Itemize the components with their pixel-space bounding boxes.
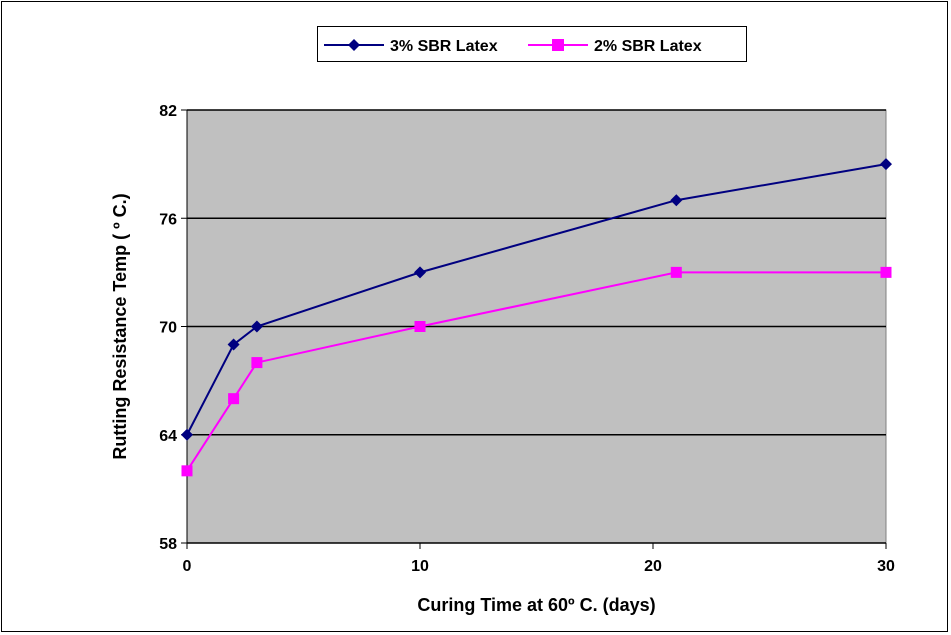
x-tick-label: 0 — [183, 558, 192, 575]
data-point-series-1 — [670, 194, 683, 207]
data-point-series-2 — [880, 266, 892, 278]
legend-marker-series-1 — [348, 39, 360, 51]
series-line-2 — [186, 271, 886, 472]
series-layer — [181, 158, 892, 477]
x-axis-title: Curing Time at 60º C. (days) — [417, 595, 655, 615]
data-point-series-2 — [670, 266, 682, 278]
legend-marker-series-2 — [552, 39, 564, 51]
data-point-series-2 — [414, 321, 426, 332]
data-point-series-1 — [181, 428, 193, 441]
x-tick-label: 30 — [877, 558, 895, 575]
x-tick-label: 10 — [411, 558, 429, 575]
y-tick-label: 64 — [159, 428, 177, 445]
series-line-1 — [186, 163, 887, 436]
data-point-series-1 — [880, 158, 892, 171]
y-tick-label: 76 — [159, 211, 177, 228]
legend-label-series-2: 2% SBR Latex — [594, 38, 702, 55]
y-tick-label: 70 — [159, 320, 177, 337]
legend-label-series-1: 3% SBR Latex — [390, 38, 498, 55]
y-axis-title: Rutting Resistance Temp ( º C.) — [110, 193, 130, 459]
data-point-series-1 — [250, 320, 263, 333]
legend-item-series-2: 2% SBR Latex — [528, 38, 702, 55]
data-point-series-2 — [251, 357, 263, 369]
x-tick-label: 20 — [644, 558, 662, 575]
legend: 3% SBR Latex 2% SBR Latex — [317, 26, 747, 62]
legend-item-series-1: 3% SBR Latex — [324, 38, 498, 55]
data-point-series-1 — [414, 266, 426, 279]
y-tick-label: 82 — [159, 103, 177, 120]
tick-labels: 58 64 70 76 82 0 10 20 30 — [159, 103, 895, 575]
data-point-series-2 — [228, 393, 240, 405]
y-tick-label: 58 — [159, 536, 177, 553]
legend-svg: 3% SBR Latex 2% SBR Latex — [324, 38, 702, 55]
data-point-series-1 — [227, 338, 240, 351]
data-point-series-2 — [181, 465, 193, 477]
